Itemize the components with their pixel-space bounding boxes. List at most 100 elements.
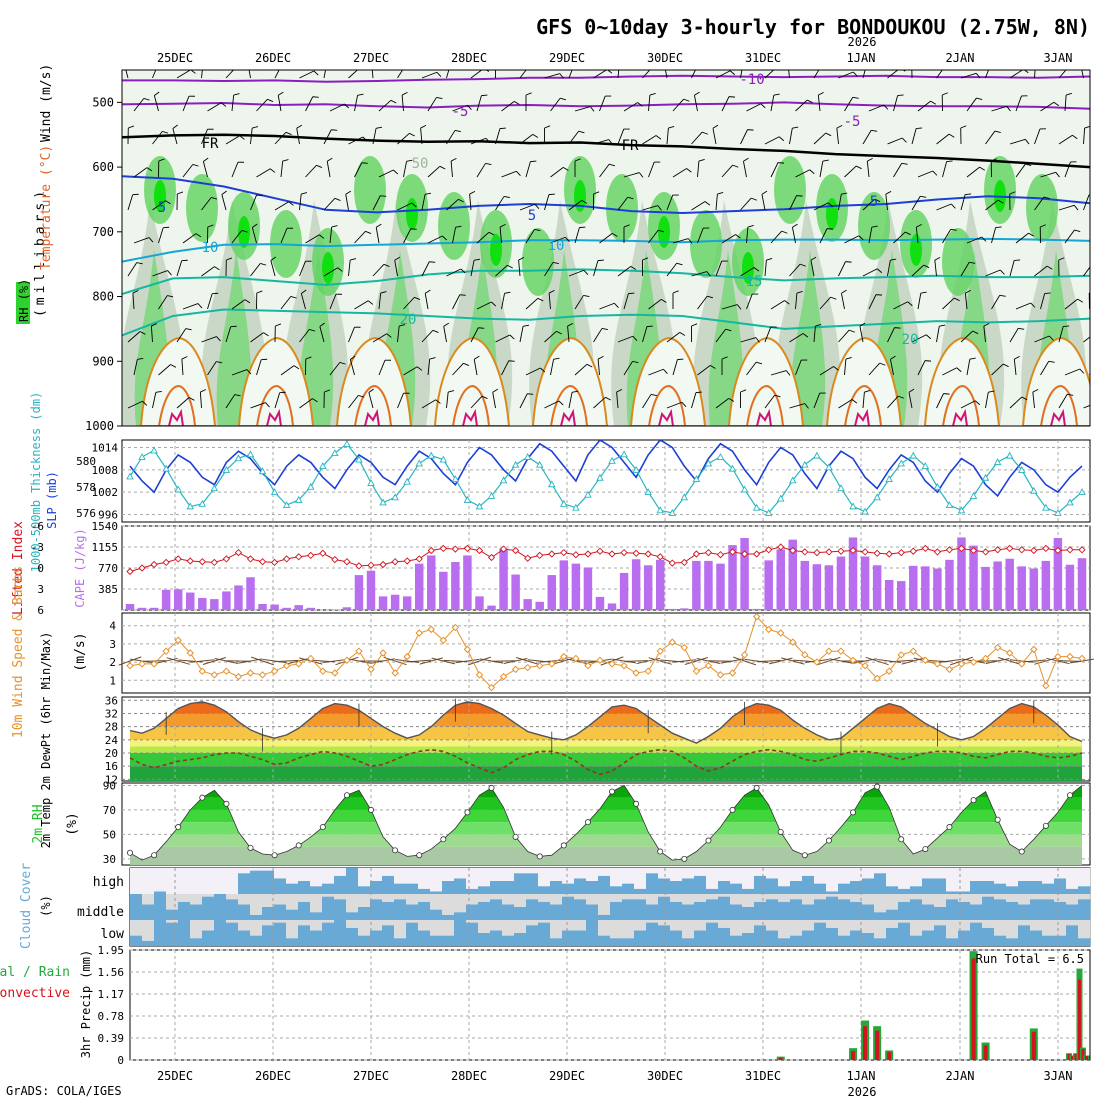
cloud-cell-middle [742,907,755,920]
credit-label: GrADS: COLA/IGES [6,1084,122,1098]
cloud-clear-high [514,868,527,874]
lifted-index-point [933,548,942,556]
cloud-clear-middle [322,894,335,897]
precip-tick: 1.95 [98,944,125,957]
wind-barb-flag [256,290,263,294]
precip-convective-bar [983,1045,988,1060]
wind-barb [813,70,820,79]
cloud-cell-middle [658,896,671,920]
precip-late-convective-bar [1071,1056,1074,1060]
cape-bar [330,609,340,610]
cloud-clear-high [790,868,803,881]
wind-barb [740,129,748,145]
lifted-index-point [403,557,411,565]
cloud-cell-high [562,883,575,894]
cape-tick: 770 [98,562,118,575]
wind-barb [983,326,986,343]
wind-barb [844,165,857,178]
wind-barb-flag [473,258,481,261]
wind-barb [323,267,338,277]
cape-bar [294,605,303,610]
wind-barb-flag [864,389,871,393]
surface-wind-barb [262,658,287,664]
rh-tick: 90 [103,779,116,792]
wind-barb [642,135,657,145]
wind-barb-flag [874,198,881,203]
cape-bar [535,601,544,610]
wind-barb-flag [192,163,199,167]
thickness-point [801,460,809,468]
wind-barb-flag [725,328,732,332]
rh-point [994,816,1001,823]
wind-barb [868,227,873,244]
cloud-clear-high [706,868,719,889]
lifted-index-point [728,548,737,556]
slp-tick: 1002 [92,486,119,499]
wind-speed-point [307,654,315,663]
wind-barb-flag [1049,335,1054,341]
thickness-point [126,472,134,480]
wind-speed-point [921,656,930,664]
cloud-clear-middle [802,894,815,905]
wind-barb-flag [907,301,913,307]
thickness-point [234,454,243,462]
cloud-cell-high [838,883,851,894]
cloud-clear-middle [778,894,791,902]
hot-contour [168,408,184,426]
wind-barb [443,326,447,343]
wind-barb-flag [527,393,534,395]
cloud-cell-high [586,881,599,894]
cloud-cell-low [862,933,875,946]
wind-barb [960,330,974,343]
cloud-cell-high [742,888,755,894]
wind-barb [250,194,257,211]
wind-speed-point [861,662,869,670]
thickness-point [921,462,930,469]
wind-barb [469,194,472,211]
contour-label-fr: FR [202,136,219,152]
cloud-clear-high [190,868,203,894]
wind-barb-flag [979,166,985,171]
cloud-clear-middle [886,894,899,910]
cape-bar [824,565,834,610]
cloud-clear-middle [1066,894,1079,905]
lifted-index-point [186,557,194,565]
wind-barb-flag [637,102,643,107]
cloud-clear-high [166,868,179,894]
cloud-cell-middle [814,899,827,920]
cloud-cell-low [670,930,683,946]
wind-barb-flag [560,97,567,101]
contour-label-20b: 20 [902,332,919,348]
cloud-cell-high [982,881,995,894]
cloud-cell-low [682,938,695,946]
wind-barb [470,395,483,409]
li-tick: -6 [31,520,44,533]
thickness-point [439,455,448,463]
cape-bar [451,562,460,610]
wind-barb [893,301,908,310]
wind-speed-point [126,662,134,670]
cloud-clear-middle [166,894,179,910]
wind-axis-label: 10m Wind Speed & Barbs [11,566,26,738]
cloud-clear-low [1018,920,1031,926]
rh-core [658,216,670,248]
cloud-clear-low [934,920,947,926]
wind-barb [859,326,864,343]
cloud-cell-low [514,933,527,946]
wind-barb-flag [954,297,960,302]
precip-panel: 1.951.561.170.780.390 Run Total = 6.5 To… [0,944,1091,1067]
thickness-point [596,473,604,481]
cloud-clear-low [862,920,875,933]
wind-barb-flag [450,158,457,162]
wind-barb-flag [747,224,754,228]
wind-barb [813,202,829,211]
cape-bar [354,575,364,610]
wind-barb-flag [810,256,817,261]
wind-barb [917,100,931,112]
cape-bar [981,566,990,610]
wind-barb-flag [717,191,724,195]
wind-speed-point [536,662,544,670]
top-day-label: 28DEC [451,51,487,65]
wind-barb [862,392,865,409]
bottom-day-label: 26DEC [255,1069,291,1083]
